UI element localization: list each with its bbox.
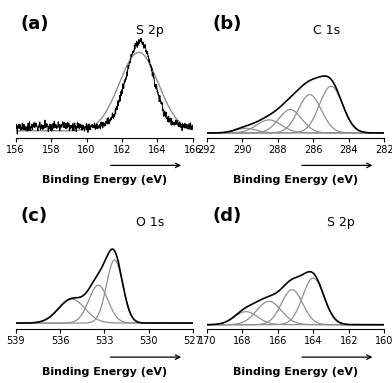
Text: O 1s: O 1s [136, 216, 164, 229]
Text: Binding Energy (eV): Binding Energy (eV) [233, 175, 358, 185]
Text: Binding Energy (eV): Binding Energy (eV) [42, 175, 167, 185]
Text: (d): (d) [212, 207, 241, 225]
Text: (c): (c) [21, 207, 48, 225]
Text: Binding Energy (eV): Binding Energy (eV) [233, 367, 358, 377]
Text: Binding Energy (eV): Binding Energy (eV) [42, 367, 167, 377]
Text: S 2p: S 2p [327, 216, 355, 229]
Text: (a): (a) [21, 15, 49, 33]
Text: C 1s: C 1s [313, 24, 340, 37]
Text: (b): (b) [212, 15, 242, 33]
Text: S 2p: S 2p [136, 24, 164, 37]
